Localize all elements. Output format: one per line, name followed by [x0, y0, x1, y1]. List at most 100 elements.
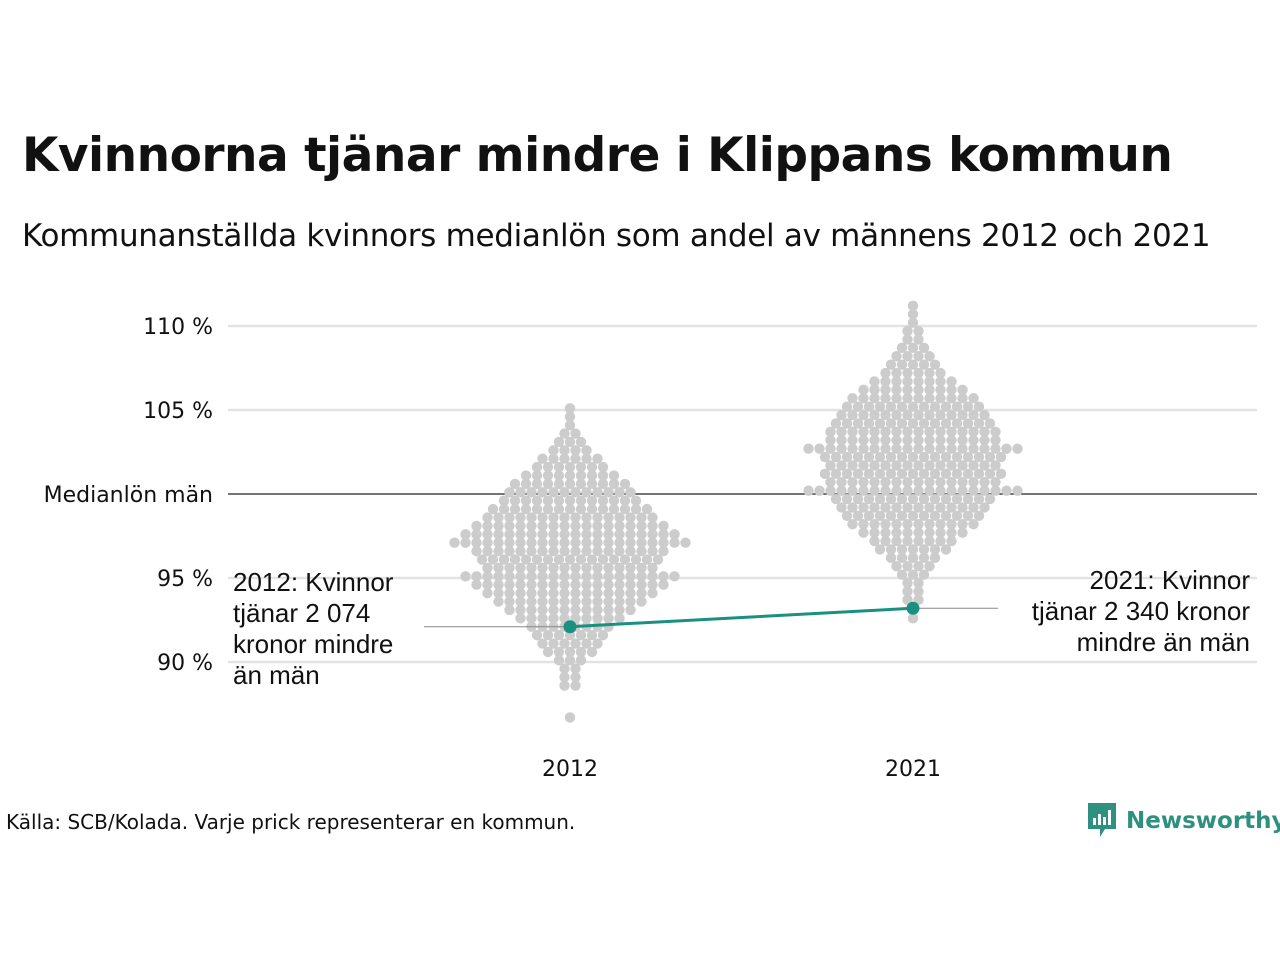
- municipality-dot: [968, 409, 979, 421]
- municipality-dot: [995, 451, 1007, 463]
- municipality-dot: [929, 468, 941, 480]
- municipality-dot: [575, 470, 587, 481]
- municipality-dot: [896, 510, 908, 522]
- municipality-dot: [559, 512, 570, 523]
- municipality-dot: [1001, 443, 1012, 454]
- municipality-dot: [471, 537, 482, 548]
- municipality-dot: [625, 579, 636, 590]
- municipality-dot: [482, 571, 493, 582]
- municipality-dot: [564, 461, 576, 473]
- municipality-dot: [902, 577, 913, 589]
- municipality-dot: [531, 629, 543, 641]
- municipality-dot: [891, 519, 902, 530]
- municipality-dot: [896, 359, 908, 370]
- municipality-dot: [564, 712, 576, 723]
- municipality-dot: [858, 435, 869, 446]
- municipality-dot: [935, 460, 946, 471]
- municipality-dot: [880, 535, 891, 547]
- municipality-dot: [825, 435, 836, 446]
- municipality-dot: [946, 485, 957, 496]
- municipality-dot: [907, 569, 919, 580]
- annotation-2021: 2021: Kvinnor tjänar 2 340 kronor mindre…: [1031, 565, 1250, 657]
- municipality-dot: [608, 478, 620, 490]
- municipality-dot: [575, 461, 587, 473]
- municipality-dot: [880, 477, 891, 488]
- municipality-dot: [658, 520, 669, 532]
- municipality-dot: [968, 435, 979, 446]
- municipality-dot: [526, 537, 537, 548]
- municipality-dot: [946, 393, 957, 404]
- municipality-dot: [973, 451, 985, 463]
- municipality-dot: [913, 460, 924, 471]
- municipality-dot: [902, 384, 913, 396]
- municipality-dot: [891, 376, 902, 387]
- municipality-dot: [603, 545, 614, 557]
- municipality-dot: [924, 367, 935, 379]
- municipality-dot: [918, 510, 930, 522]
- municipality-dot: [581, 545, 592, 557]
- municipality-dot: [498, 503, 510, 515]
- municipality-dot: [929, 493, 941, 505]
- municipality-dot: [913, 561, 924, 572]
- municipality-dot: [537, 596, 548, 607]
- municipality-dot: [504, 562, 515, 574]
- municipality-dot: [902, 477, 913, 488]
- municipality-dot: [548, 638, 559, 649]
- municipality-dot: [482, 512, 493, 523]
- municipality-dot: [935, 409, 946, 421]
- municipality-dot: [847, 519, 858, 530]
- municipality-dot: [564, 470, 576, 481]
- municipality-dot: [515, 587, 526, 599]
- municipality-dot: [471, 579, 482, 590]
- municipality-dot: [542, 495, 554, 506]
- municipality-dot: [586, 461, 598, 473]
- municipality-dot: [924, 519, 935, 530]
- municipality-dot: [836, 426, 847, 438]
- municipality-dot: [847, 443, 858, 454]
- municipality-dot: [586, 629, 598, 641]
- municipality-dot: [570, 671, 581, 683]
- municipality-dot: [531, 495, 543, 506]
- municipality-dot: [880, 376, 891, 387]
- municipality-dot: [482, 520, 493, 532]
- municipality-dot: [636, 587, 647, 599]
- municipality-dot: [515, 512, 526, 523]
- municipality-dot: [542, 629, 554, 641]
- municipality-dot: [814, 485, 825, 496]
- municipality-dot: [869, 519, 880, 530]
- municipality-dot: [907, 468, 919, 480]
- municipality-dot: [636, 537, 647, 548]
- municipality-dot: [581, 453, 592, 464]
- municipality-dot: [902, 426, 913, 438]
- municipality-dot: [603, 596, 614, 607]
- municipality-dot: [581, 638, 592, 649]
- brand-name: Newsworthy: [1126, 808, 1280, 834]
- municipality-dot: [592, 638, 603, 649]
- municipality-dot: [630, 554, 642, 565]
- municipality-dot: [902, 334, 913, 345]
- municipality-dot: [869, 460, 880, 471]
- municipality-dot: [869, 527, 880, 538]
- municipality-dot: [625, 537, 636, 548]
- municipality-dot: [636, 512, 647, 523]
- municipality-dot: [581, 571, 592, 582]
- municipality-dot: [559, 604, 570, 616]
- municipality-dot: [570, 680, 581, 691]
- municipality-dot: [614, 520, 625, 532]
- municipality-dot: [548, 579, 559, 590]
- municipality-dot: [951, 401, 963, 412]
- municipality-dot: [592, 537, 603, 548]
- municipality-dot: [625, 596, 636, 607]
- municipality-dot: [1001, 485, 1012, 496]
- municipality-dot: [548, 529, 559, 540]
- municipality-dot: [880, 393, 891, 404]
- municipality-dot: [830, 451, 842, 463]
- municipality-dot: [896, 468, 908, 480]
- municipality-dot: [504, 596, 515, 607]
- municipality-dot: [858, 519, 869, 530]
- highlight-point-2012: [563, 620, 577, 634]
- municipality-dot: [559, 428, 570, 439]
- municipality-dot: [896, 493, 908, 505]
- municipality-dot: [973, 401, 985, 412]
- municipality-dot: [957, 384, 968, 396]
